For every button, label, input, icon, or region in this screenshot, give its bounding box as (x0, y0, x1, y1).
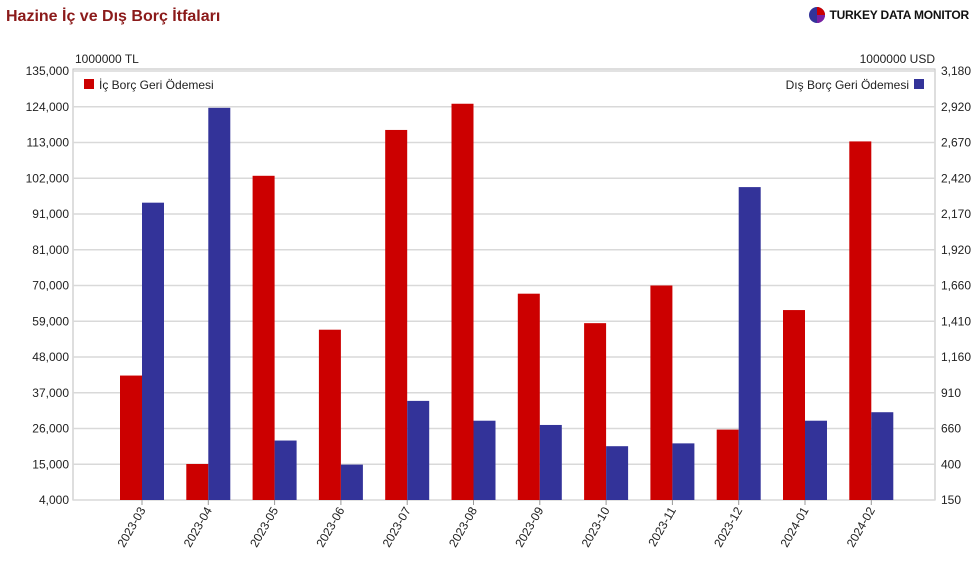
bar-external (340, 464, 363, 500)
legend-external-swatch (914, 79, 924, 89)
x-tick-label: 2024-01 (777, 504, 811, 549)
bar-external (274, 440, 297, 500)
left-tick-label: 113,000 (27, 136, 70, 150)
bar-external (142, 202, 164, 500)
brand-name: TURKEY DATA MONITOR (829, 8, 969, 22)
left-tick-label: 70,000 (32, 279, 69, 293)
x-tick-label: 2023-09 (512, 504, 546, 549)
legend-external-label: Dış Borç Geri Ödemesi (786, 78, 909, 92)
legend-external: Dış Borç Geri Ödemesi (786, 78, 924, 92)
bar-domestic (849, 141, 872, 501)
bar-external (473, 420, 496, 500)
x-tick-label: 2023-07 (380, 504, 414, 549)
right-tick-label: 1,160 (941, 350, 971, 364)
bar-domestic (318, 329, 341, 500)
bars (120, 103, 894, 501)
right-tick-label: 2,920 (941, 100, 971, 114)
left-tick-label: 124,000 (26, 100, 70, 114)
x-tick-label: 2024-02 (844, 504, 878, 549)
right-tick-label: 2,420 (941, 171, 971, 185)
bar-domestic (385, 129, 408, 500)
bar-external (407, 400, 430, 500)
bar-domestic (120, 375, 142, 500)
bar-external (208, 107, 231, 500)
x-tick-label: 2023-11 (645, 504, 679, 549)
right-tick-label: 400 (941, 457, 961, 471)
right-axis-unit: 1000000 USD (860, 52, 936, 66)
bar-domestic (186, 463, 209, 500)
bar-external (606, 446, 629, 500)
right-tick-label: 1,410 (941, 314, 971, 328)
bar-external (672, 443, 695, 500)
x-tick-label: 2023-03 (114, 504, 148, 549)
left-tick-label: 15,000 (32, 457, 69, 471)
bar-external (805, 420, 827, 500)
left-tick-label: 81,000 (32, 243, 69, 257)
bar-domestic (783, 310, 805, 500)
bar-external (539, 424, 562, 500)
bar-domestic (716, 429, 739, 500)
legend-domestic-swatch (84, 79, 94, 89)
right-tick-label: 910 (941, 386, 961, 400)
left-tick-label: 4,000 (39, 493, 69, 507)
right-tick-label: 2,670 (941, 136, 971, 150)
right-tick-label: 3,180 (941, 64, 971, 78)
x-tick-label: 2023-06 (313, 504, 347, 549)
bar-external (871, 412, 894, 500)
bar-domestic (650, 285, 673, 500)
left-tick-label: 102,000 (26, 171, 70, 185)
right-tick-label: 660 (941, 422, 961, 436)
bar-domestic (252, 175, 275, 501)
x-tick-label: 2023-04 (181, 504, 215, 549)
chart-title: Hazine İç ve Dış Borç İtfaları (6, 8, 221, 25)
brand-logo: TURKEY DATA MONITOR (808, 6, 969, 24)
legend-domestic-label: İç Borç Geri Ödemesi (99, 78, 214, 92)
x-tick-label: 2023-08 (446, 504, 480, 549)
left-tick-label: 135,000 (26, 64, 70, 78)
right-tick-label: 2,170 (941, 207, 971, 221)
right-tick-label: 1,920 (941, 243, 971, 257)
bar-external (738, 187, 761, 501)
x-tick-label: 2023-05 (247, 504, 281, 549)
left-tick-label: 91,000 (32, 207, 69, 221)
left-axis-unit: 1000000 TL (75, 52, 139, 66)
right-tick-label: 1,660 (941, 279, 971, 293)
right-tick-label: 150 (941, 493, 961, 507)
bar-domestic (451, 103, 474, 500)
x-tick-label: 2023-12 (711, 504, 745, 549)
bar-domestic (584, 323, 607, 500)
left-tick-label: 37,000 (32, 386, 69, 400)
left-tick-label: 59,000 (32, 314, 69, 328)
pie-logo-icon (809, 7, 826, 23)
legend-domestic: İç Borç Geri Ödemesi (84, 78, 214, 92)
bar-domestic (517, 293, 540, 500)
left-tick-label: 26,000 (32, 422, 69, 436)
x-tick-label: 2023-10 (579, 504, 613, 549)
left-tick-label: 48,000 (32, 350, 69, 364)
